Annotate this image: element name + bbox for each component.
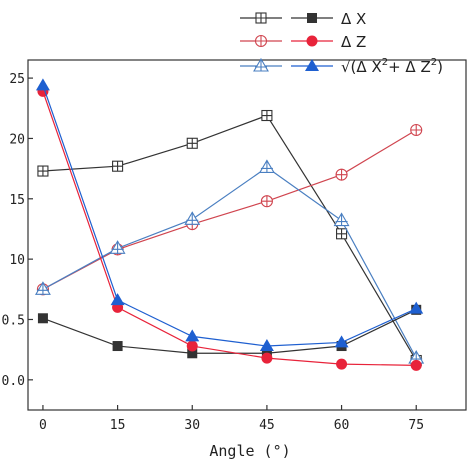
data-point — [259, 339, 274, 352]
data-point — [37, 313, 48, 324]
data-point — [409, 301, 424, 314]
series-2 — [36, 123, 423, 296]
series-line — [42, 129, 417, 290]
data-point — [186, 137, 198, 149]
x-tick-label: 60 — [334, 418, 350, 433]
series-line — [42, 114, 417, 361]
data-point — [34, 281, 51, 295]
legend: Δ X Δ Z √(Δ X2+ Δ Z2) — [240, 10, 443, 76]
data-point — [335, 168, 348, 181]
data-point — [260, 195, 273, 208]
data-point — [110, 293, 125, 306]
x-axis-title: Angle (°) — [209, 442, 290, 460]
data-point — [261, 109, 273, 122]
data-point — [410, 123, 423, 137]
data-point — [184, 211, 201, 225]
data-point — [261, 352, 273, 364]
legend-row: Δ Z — [240, 33, 366, 51]
data-point — [258, 159, 275, 173]
x-tick-label: 15 — [110, 418, 126, 433]
y-tick-label: 25 — [9, 72, 25, 87]
y-tick-label: 20 — [9, 132, 25, 147]
data-point — [186, 340, 198, 352]
legend-label: Δ Z — [341, 33, 366, 51]
legend-label: Δ X — [341, 10, 366, 28]
legend-marker — [253, 57, 269, 72]
data-point — [187, 348, 198, 359]
x-tick-label: 0 — [39, 418, 47, 433]
data-point — [37, 165, 49, 177]
y-tick-label: 0.0 — [2, 374, 25, 389]
series-6 — [35, 78, 424, 352]
y-tick-label: 0.5 — [2, 313, 25, 328]
data-point — [334, 335, 349, 348]
legend-marker — [307, 13, 317, 23]
series-line — [42, 85, 417, 347]
legend-label: √(Δ X2+ Δ Z2) — [341, 57, 443, 76]
legend-row: Δ X — [240, 10, 366, 28]
series-line — [42, 309, 417, 354]
plot-frame — [27, 59, 467, 411]
data-point — [35, 78, 50, 91]
data-point — [112, 341, 123, 352]
y-tick-label: 15 — [9, 193, 25, 208]
series-layer — [34, 78, 425, 371]
data-point — [336, 358, 348, 370]
series-5 — [37, 85, 422, 371]
series-line — [42, 166, 417, 359]
data-point — [410, 359, 422, 371]
legend-marker — [306, 35, 318, 47]
data-point — [333, 212, 350, 227]
data-point — [336, 228, 348, 240]
data-point — [185, 329, 200, 342]
x-tick-label: 75 — [408, 418, 424, 433]
y-tick-label: 10 — [9, 253, 25, 268]
x-tick-label: 45 — [259, 418, 275, 433]
x-axis: 0 15 30 45 60 75 — [39, 405, 424, 433]
series-3 — [34, 159, 425, 364]
legend-row: √(Δ X2+ Δ Z2) — [240, 57, 443, 76]
series-4 — [37, 304, 422, 359]
y-axis: 0.0 0.5 10 15 20 25 — [2, 72, 33, 389]
x-tick-label: 30 — [184, 418, 200, 433]
legend-marker — [255, 12, 267, 24]
legend-marker — [305, 59, 319, 71]
legend-marker — [254, 34, 268, 48]
series-line — [42, 91, 417, 366]
data-point — [112, 160, 124, 172]
data-point — [109, 240, 126, 254]
